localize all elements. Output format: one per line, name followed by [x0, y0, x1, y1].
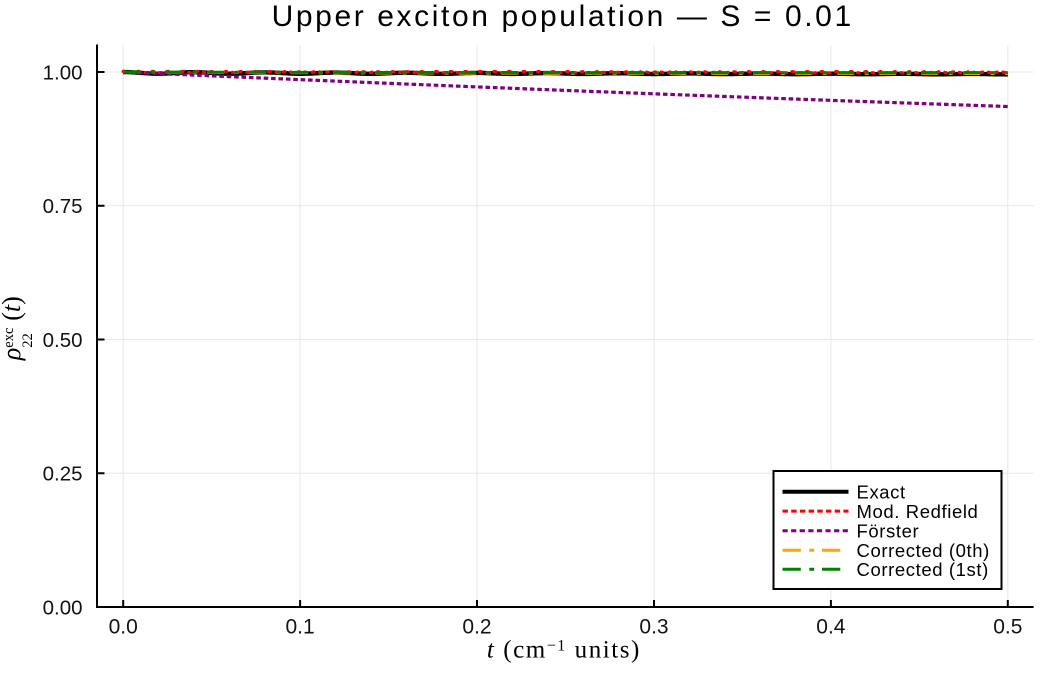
svg-text:0.00: 0.00: [43, 596, 83, 619]
svg-text:Upper exciton population — S =: Upper exciton population — S = 0.01: [272, 0, 854, 33]
svg-text:0.3: 0.3: [639, 616, 668, 639]
svg-text:0.25: 0.25: [43, 463, 83, 486]
svg-text:0.75: 0.75: [43, 195, 83, 218]
svg-text:0.0: 0.0: [109, 616, 138, 639]
svg-text:0.1: 0.1: [285, 616, 314, 639]
svg-text:0.5: 0.5: [993, 616, 1022, 639]
svg-text:Förster: Förster: [857, 521, 920, 542]
svg-text:1.00: 1.00: [43, 61, 83, 84]
svg-text:t (cm−1 units): t (cm−1 units): [487, 637, 641, 664]
svg-text:Corrected (1st): Corrected (1st): [857, 559, 989, 580]
svg-text:0.2: 0.2: [462, 616, 491, 639]
svg-text:Mod. Redfield: Mod. Redfield: [857, 501, 979, 522]
svg-text:Corrected (0th): Corrected (0th): [857, 540, 990, 561]
svg-text:Exact: Exact: [857, 482, 906, 503]
svg-text:0.4: 0.4: [816, 616, 846, 639]
svg-text:0.50: 0.50: [43, 329, 83, 352]
